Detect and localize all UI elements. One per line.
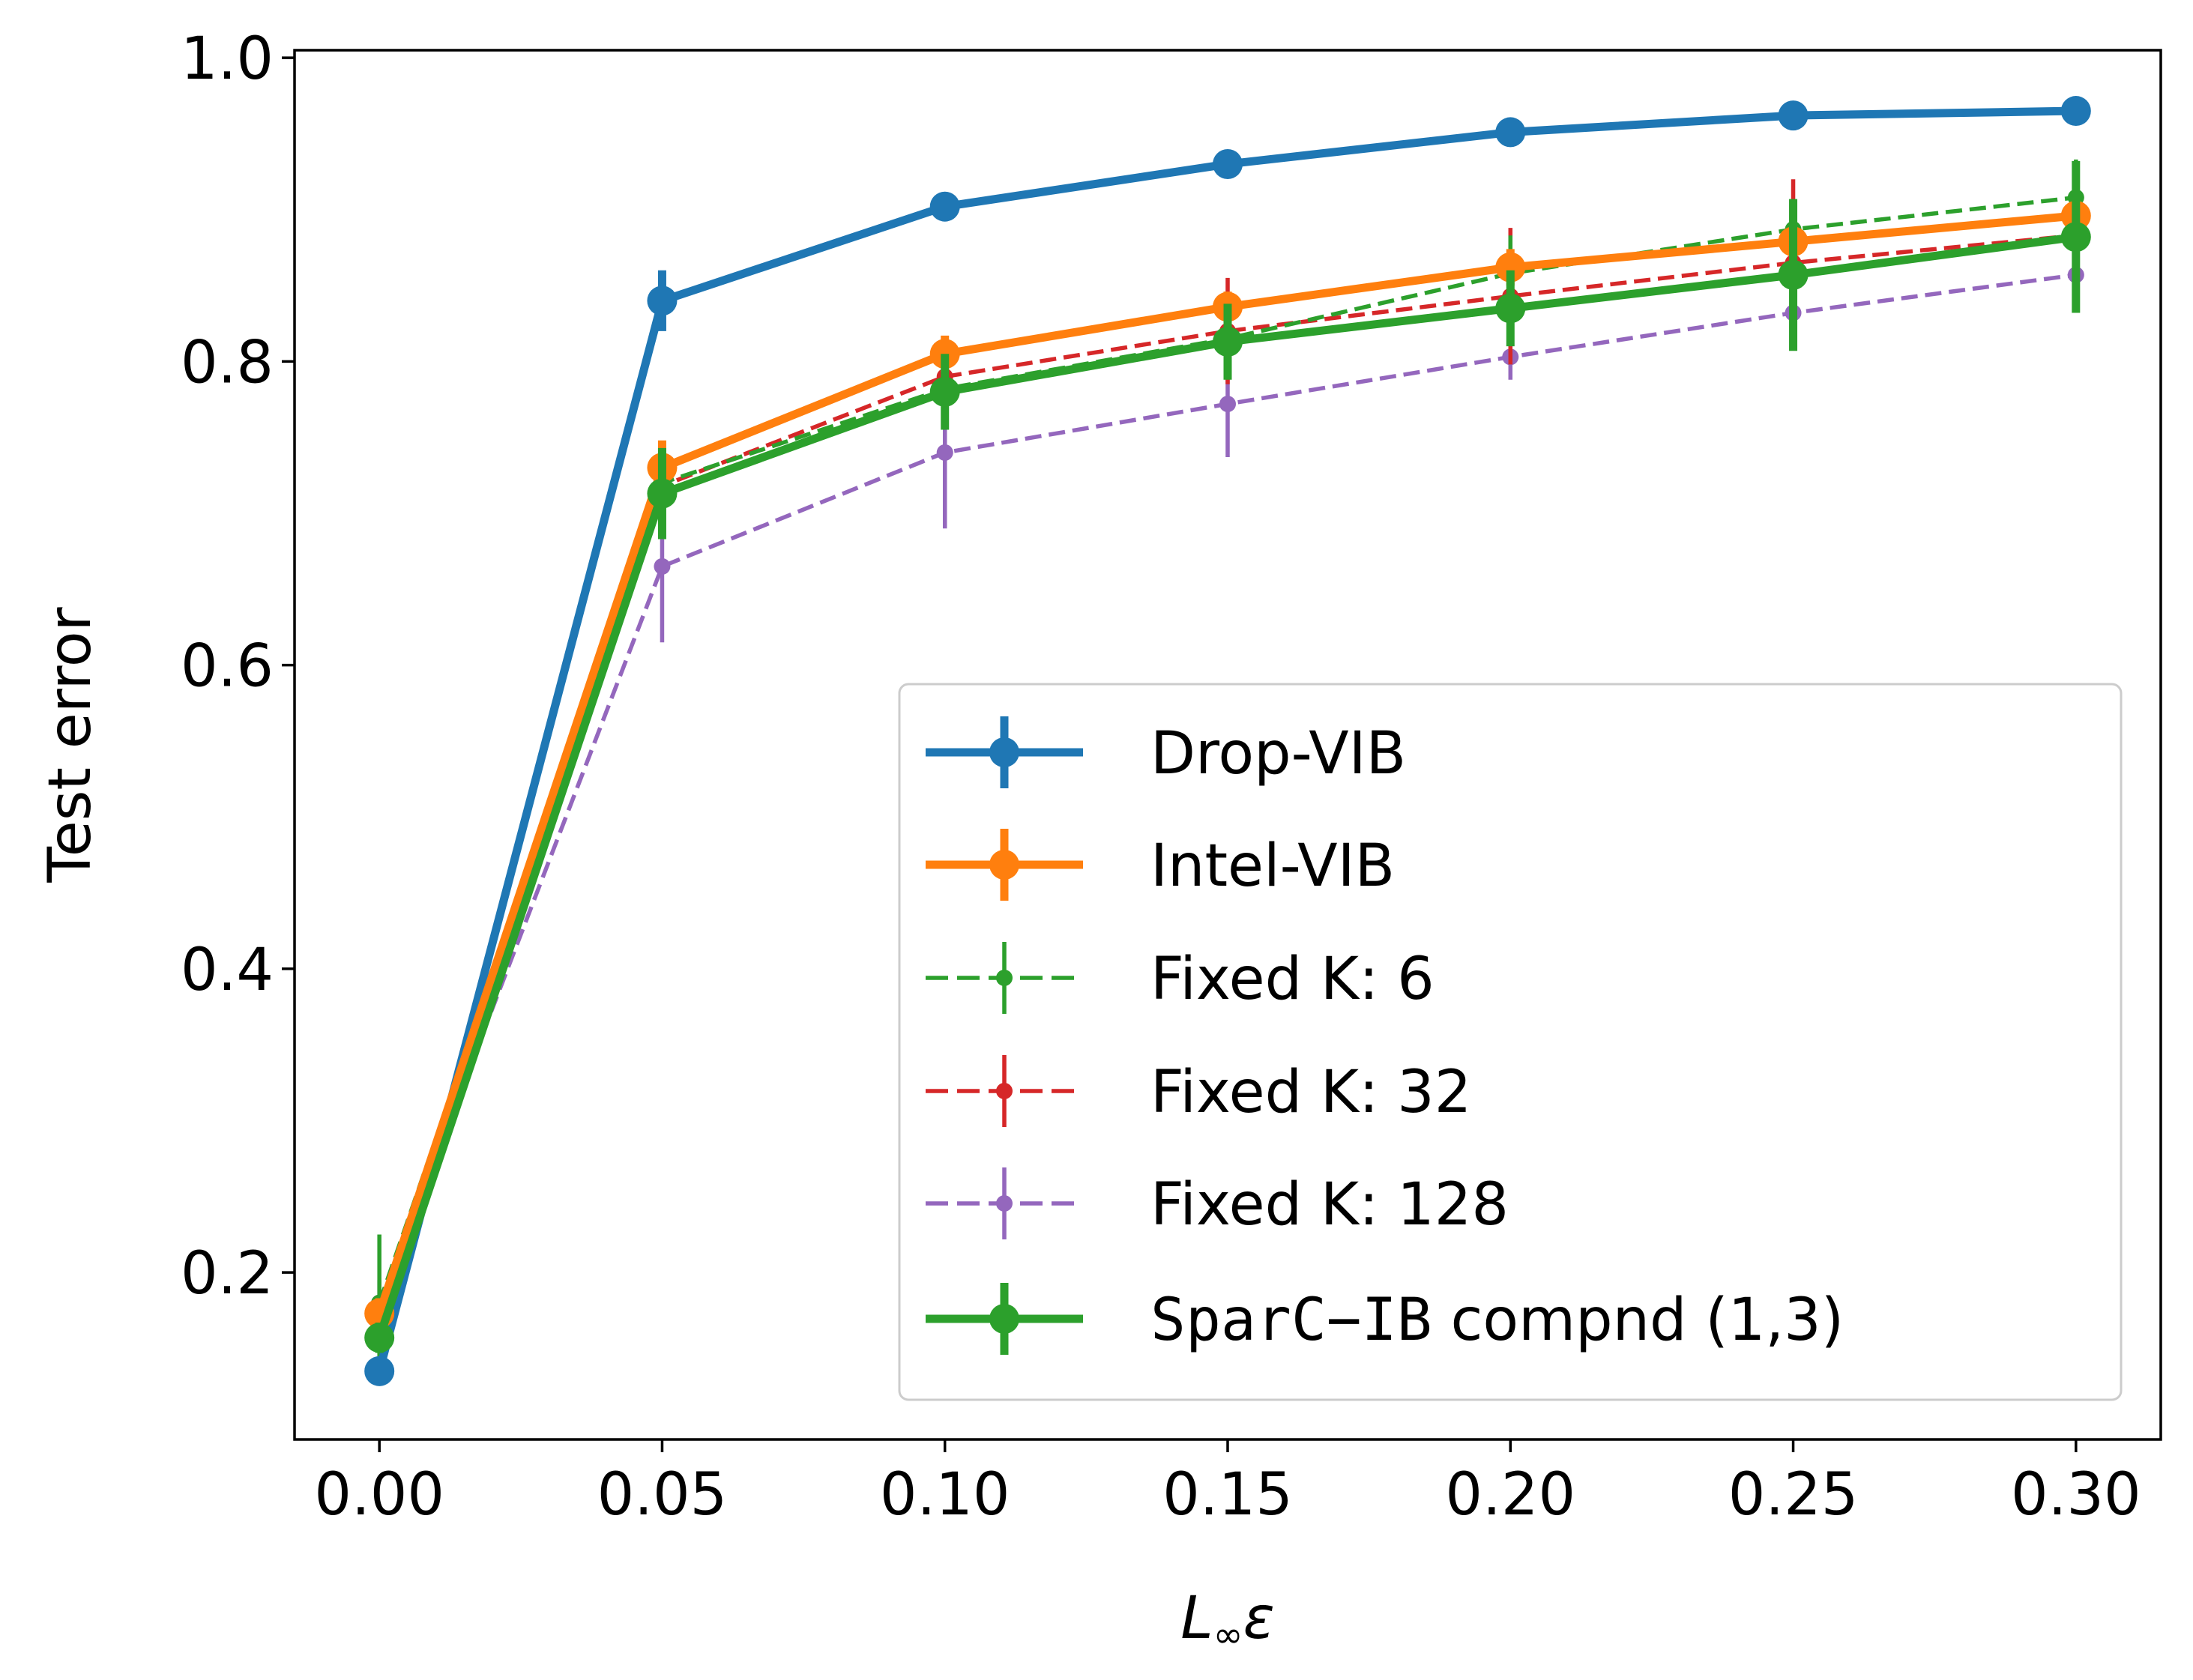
x-tick-label: 0.20 [1445,1461,1575,1529]
x-tick-label: 0.25 [1728,1461,1859,1529]
legend-label: Drop-VIB [1150,720,1406,788]
legend-marker [996,970,1013,986]
series-drop-vib [364,96,2091,1386]
data-point [1219,396,1236,413]
legend-entry: Fixed K: 128 [926,1167,1509,1239]
legend-label: Fixed K: 6 [1150,946,1435,1013]
data-point [364,1323,395,1353]
x-tick-label: 0.05 [597,1461,728,1529]
legend-marker [989,850,1019,880]
y-axis-label: Test error [37,606,104,883]
legend-marker [989,737,1019,767]
legend-label: SparC−IB compnd (1,3) [1150,1287,1844,1354]
data-point [929,191,960,222]
legend-label: Intel-VIB [1150,833,1395,900]
legend-box [898,683,2123,1401]
legend-label: Fixed K: 128 [1150,1171,1509,1239]
legend-marker [989,1304,1019,1334]
data-point [929,376,960,407]
legend-label-mono: SparC−IB [1150,1287,1432,1354]
y-tick-label: 0.2 [181,1240,274,1308]
data-point [936,444,953,461]
legend-label: Fixed K: 32 [1150,1059,1471,1126]
legend-entry: SparC−IB compnd (1,3) [926,1283,1844,1355]
x-tick-label: 0.15 [1162,1461,1293,1529]
y-tick-label: 0.4 [181,937,274,1004]
y-axis: 0.2 0.4 0.6 0.8 1.0 [181,25,295,1308]
data-point [654,558,671,575]
data-point [2060,222,2091,253]
legend-label-rest: compnd (1,3) [1432,1287,1844,1354]
data-point [1495,252,1526,282]
x-tick-label: 0.00 [314,1461,444,1529]
legend-marker [996,1195,1013,1212]
data-point [1778,259,1809,290]
x-axis: 0.00 0.05 0.10 0.15 0.20 0.25 0.30 [314,1439,2141,1529]
legend: Drop-VIB Intel-VIB Fixed K: 6 Fixed K: 32 Fi… [898,683,2123,1401]
series-sparc-ib-compnd-1-3- [364,160,2091,1353]
data-point [1213,148,1243,179]
data-point [1213,327,1243,357]
data-point [647,478,678,509]
series-layer [364,96,2091,1386]
data-point [1495,117,1526,148]
y-tick-label: 1.0 [181,25,274,93]
legend-entry: Drop-VIB [926,716,1406,788]
x-tick-label: 0.30 [2011,1461,2141,1529]
legend-marker [996,1083,1013,1099]
x-tick-label: 0.10 [880,1461,1010,1529]
x-axis-label: L∞ε [1180,1585,1275,1656]
y-tick-label: 0.6 [181,633,274,701]
legend-entry: Intel-VIB [926,829,1395,901]
data-point [1495,293,1526,324]
legend-entry: Fixed K: 6 [926,942,1435,1014]
y-tick-label: 0.8 [181,329,274,396]
data-point [647,285,678,316]
legend-entry: Fixed K: 32 [926,1055,1471,1127]
data-point [1778,100,1809,131]
data-point [2060,96,2091,127]
data-point [364,1356,395,1386]
